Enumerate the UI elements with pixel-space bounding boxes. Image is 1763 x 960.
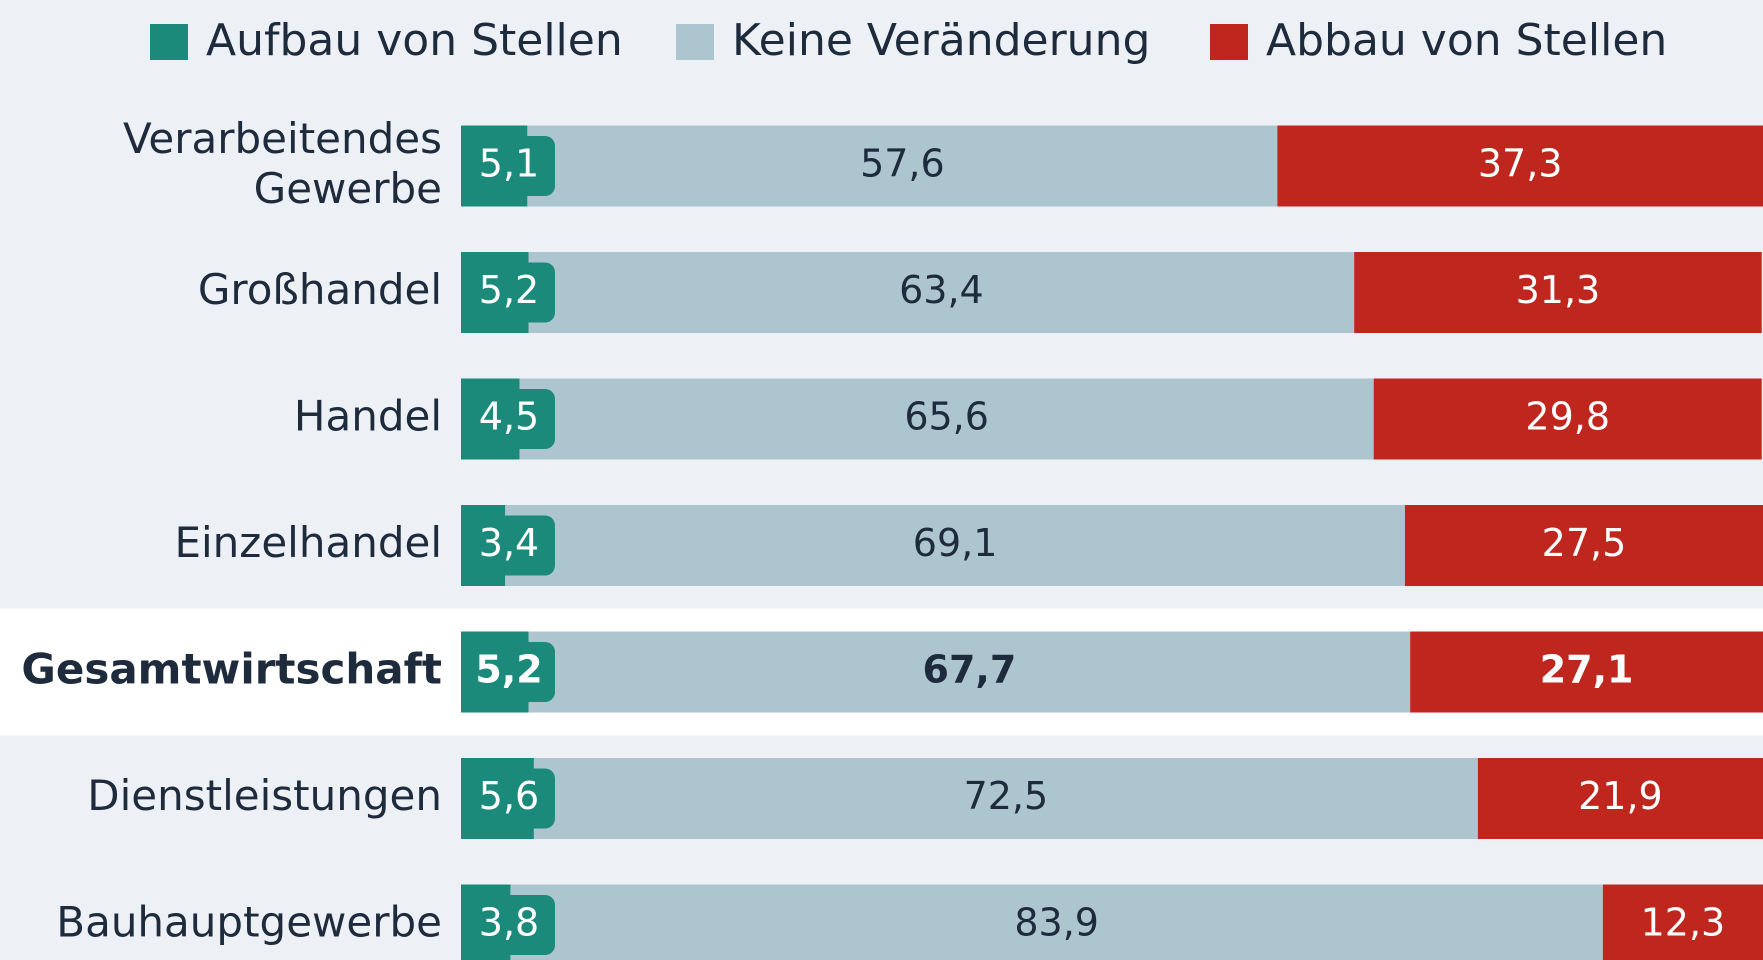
bar-segment [510, 884, 1603, 960]
value-label: 5,2 [479, 268, 539, 312]
bar-segment [1354, 252, 1762, 333]
legend-swatch [1210, 24, 1248, 60]
bar-segment [1277, 125, 1763, 207]
category-line: Gewerbe [254, 164, 442, 213]
value-label: 5,1 [479, 142, 539, 186]
category-line: Verarbeitendes [123, 114, 442, 163]
value-label: 27,5 [1542, 521, 1627, 565]
label-tab [461, 768, 555, 829]
value-label: 29,8 [1525, 395, 1610, 439]
value-label: 63,4 [899, 268, 984, 312]
value-label: 65,6 [904, 395, 989, 439]
category-label: Bauhauptgewerbe [56, 898, 442, 947]
value-label: 5,2 [475, 648, 542, 692]
category-label: Handel [294, 392, 442, 441]
value-label: 69,1 [913, 521, 998, 565]
value-label: 57,6 [860, 142, 945, 186]
value-label: 37,3 [1478, 142, 1563, 186]
value-label: 3,4 [479, 521, 539, 565]
bar-segment [1404, 505, 1763, 586]
legend-label: Aufbau von Stellen [206, 15, 623, 66]
bar-segment [1410, 631, 1763, 713]
bar-segment [1602, 884, 1763, 960]
category-label: Einzelhandel [174, 518, 442, 567]
legend-swatch [150, 24, 188, 60]
value-label: 4,5 [479, 395, 539, 439]
bar-segment [505, 505, 1405, 586]
category-label: Großhandel [198, 265, 442, 314]
value-label: 72,5 [964, 774, 1049, 818]
category-label: Dienstleistungen [87, 771, 442, 820]
label-tab [461, 515, 555, 576]
bar-segment [528, 631, 1411, 713]
value-label: 12,3 [1641, 901, 1726, 945]
bar-segment [527, 125, 1278, 207]
label-tab [461, 389, 555, 449]
bar-segment [528, 252, 1355, 333]
bar-segment [533, 758, 1478, 839]
label-tab [461, 895, 555, 955]
bar-segment [519, 378, 1374, 460]
label-tab [461, 262, 555, 323]
value-label: 27,1 [1540, 648, 1634, 692]
value-label: 67,7 [923, 648, 1017, 692]
bar-segment [1477, 758, 1763, 839]
value-label: 83,9 [1014, 901, 1099, 945]
label-tab [461, 642, 555, 702]
legend-label: Abbau von Stellen [1266, 15, 1667, 66]
label-tab [461, 136, 555, 196]
value-label: 3,8 [479, 901, 539, 945]
value-label: 31,3 [1516, 268, 1601, 312]
category-label: Gesamtwirtschaft [21, 645, 442, 694]
value-label: 5,6 [479, 774, 539, 818]
value-label: 21,9 [1578, 774, 1663, 818]
bar-segment [1373, 378, 1762, 460]
legend-swatch [676, 24, 714, 60]
category-label: Verarbeitendes Gewerbe [123, 114, 442, 213]
legend-label: Keine Veränderung [732, 15, 1150, 66]
